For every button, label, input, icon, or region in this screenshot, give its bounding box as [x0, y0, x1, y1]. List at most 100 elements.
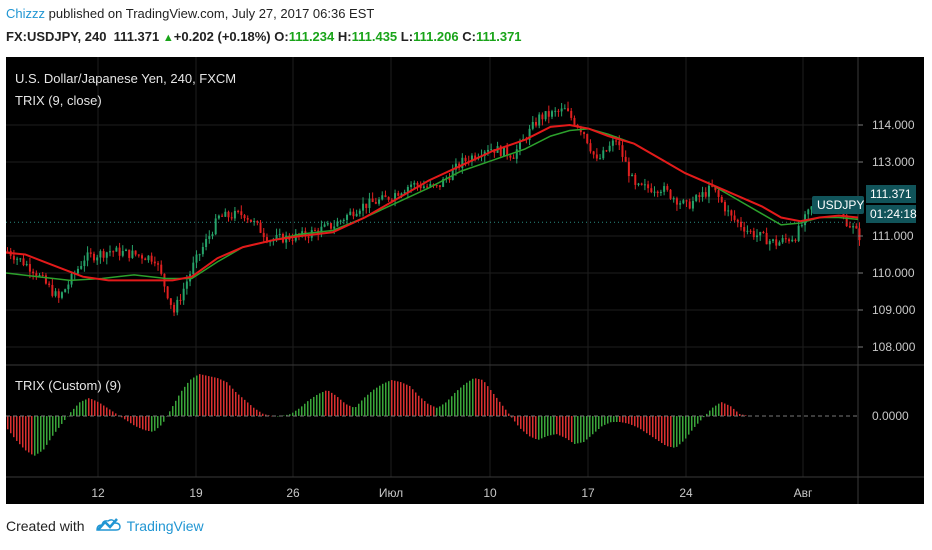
trix-bar — [241, 397, 243, 416]
symbol-tag-bg — [812, 196, 864, 214]
candle-body — [627, 161, 630, 177]
trix-bar — [202, 374, 204, 416]
trix-bar — [136, 416, 138, 427]
candle-body — [233, 210, 236, 219]
trix-bar — [190, 379, 192, 416]
trix-bar — [514, 416, 516, 422]
trix-bar — [55, 416, 57, 432]
candle-body — [573, 117, 576, 125]
trix-bar — [739, 414, 741, 416]
trix-axis: 0.0000 — [872, 409, 909, 423]
tradingview-link[interactable]: TradingView — [126, 517, 204, 534]
trix-bar — [310, 398, 312, 416]
trix-bar — [700, 416, 702, 421]
trix-bar — [130, 416, 132, 424]
candle-body — [128, 249, 131, 258]
trix-bar — [745, 415, 747, 416]
trix-bar — [34, 416, 36, 456]
candle-body — [256, 221, 259, 223]
trix-bar — [88, 398, 90, 416]
trix-bar — [721, 402, 723, 416]
trix-bar — [13, 416, 15, 438]
candle-body — [390, 199, 393, 201]
trix-bar — [451, 396, 453, 416]
candle-body — [51, 284, 54, 296]
trix-bar — [70, 412, 72, 416]
trix-bar — [46, 416, 48, 445]
candle-body — [788, 239, 791, 242]
candle-body — [685, 200, 688, 202]
published-text: published on TradingView.com, July 27, 2… — [48, 6, 375, 21]
countdown-tag-value: 01:24:18 — [870, 207, 917, 221]
trix-bar — [478, 379, 480, 416]
trix-bar — [694, 416, 696, 427]
trix-bar — [22, 416, 24, 448]
trix-bar — [205, 375, 207, 416]
trix-bar — [580, 416, 582, 443]
candle-body — [169, 298, 172, 305]
candle-body — [749, 230, 752, 232]
trix-bar — [259, 411, 261, 416]
candle-body — [858, 228, 861, 241]
trix-bar — [301, 406, 303, 416]
trix-bar — [511, 416, 513, 418]
candle-body — [32, 271, 35, 274]
trix-bar — [637, 416, 639, 428]
trix-bar — [295, 410, 297, 416]
trix-bar — [376, 387, 378, 416]
trix-bar — [646, 416, 648, 434]
candle-body — [845, 215, 848, 227]
trix-bar — [574, 416, 576, 444]
candle-body — [326, 223, 329, 225]
trix-line-red — [5, 123, 859, 282]
trix-bar — [562, 416, 564, 437]
candle-body — [711, 185, 714, 187]
candle-body — [86, 252, 89, 261]
price-tick-label: 114.000 — [872, 118, 915, 132]
candle-body — [512, 157, 515, 159]
trix-bar — [283, 415, 285, 417]
trix-bar — [712, 407, 714, 416]
trix-bar — [139, 416, 141, 429]
trix-bar — [181, 390, 183, 416]
time-tick-label: 19 — [189, 486, 203, 500]
trix-bar — [40, 416, 42, 452]
trix-bar — [121, 416, 123, 418]
candle-body — [125, 249, 128, 251]
trix-bar — [523, 416, 525, 432]
candle-body — [416, 182, 419, 186]
trix-bar — [244, 399, 246, 416]
trix-bar — [685, 416, 687, 439]
candle-body — [640, 183, 643, 185]
time-tick-label: Авг — [794, 486, 813, 500]
author-link[interactable]: Chizzz — [6, 6, 46, 21]
candle-body — [531, 122, 534, 129]
candle-body — [707, 185, 710, 197]
candle-body — [35, 273, 38, 277]
trix-bar — [256, 409, 258, 416]
trix-bar — [361, 400, 363, 416]
candle-body — [810, 206, 813, 210]
candle-body — [717, 190, 720, 197]
candle-body — [118, 247, 121, 256]
trix-bar — [394, 380, 396, 416]
candle-body — [134, 250, 137, 255]
trix-bar — [364, 397, 366, 416]
chart-frame[interactable]: 114.000113.000112.000111.000110.000109.0… — [5, 57, 924, 504]
trix-bar — [358, 403, 360, 416]
trix-bar — [217, 378, 219, 416]
candle-body — [89, 252, 92, 254]
candle-body — [490, 149, 493, 151]
sub-indicator-legend: TRIX (Custom) (9) — [15, 378, 121, 393]
trix-bar — [106, 407, 108, 416]
trix-bar — [718, 403, 720, 416]
candle-body — [217, 215, 220, 219]
trix-bar — [406, 384, 408, 416]
candle-body — [179, 299, 182, 301]
chart-svg[interactable]: 114.000113.000112.000111.000110.000109.0… — [5, 57, 924, 504]
symbol-tag: USDJPY — [817, 198, 864, 212]
candle-body — [422, 186, 425, 189]
trix-bar — [163, 416, 165, 422]
candle-body — [64, 289, 67, 293]
candle-body — [470, 155, 473, 162]
